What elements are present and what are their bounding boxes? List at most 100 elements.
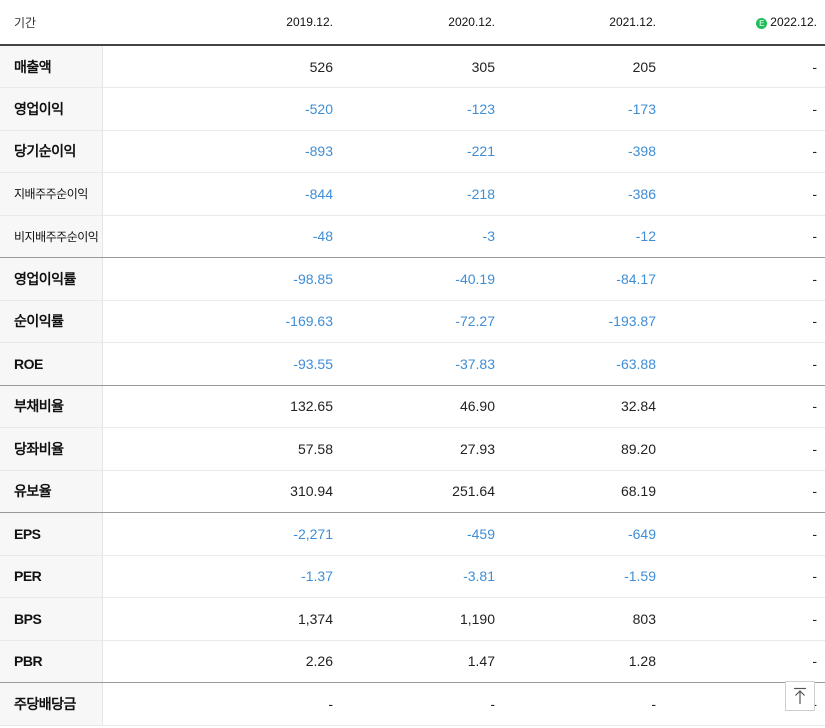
table-row: 유보율 310.94 251.64 68.19- (0, 470, 825, 513)
row-label: EPS (0, 512, 103, 556)
table-cell: 57.58 (102, 427, 341, 471)
estimate-badge-icon: E (756, 18, 768, 29)
table-cell: 46.90 (341, 385, 503, 428)
table-cell: - (341, 682, 503, 726)
table-cell: - (664, 597, 825, 641)
table-cell: -3.81 (341, 555, 503, 598)
table-cell: - (503, 682, 664, 726)
table-cell: -221 (341, 130, 503, 173)
table-cell: 1,374 (102, 597, 341, 641)
table-row: 당좌비율 57.58 27.93 89.20- (0, 427, 825, 471)
table-cell: -48 (102, 215, 341, 258)
table-cell: 310.94 (102, 470, 341, 513)
row-label: 당좌비율 (0, 427, 103, 471)
table-cell: - (664, 172, 825, 216)
row-label: BPS (0, 597, 103, 641)
row-label: 비지배주주순이익 (0, 215, 103, 258)
table-cell: -84.17 (503, 257, 664, 301)
table-cell: - (664, 215, 825, 258)
table-header-row: 기간 2019.12. 2020.12. 2021.12. E 2022.12. (0, 0, 825, 46)
table-row: 영업이익률 -98.85 -40.19 -84.17- (0, 257, 825, 301)
table-cell: 27.93 (341, 427, 503, 471)
table-cell: -844 (102, 172, 341, 216)
table-cell: 305 (341, 45, 503, 88)
table-cell: - (664, 342, 825, 386)
table-cell: -169.63 (102, 300, 341, 343)
row-label: 부채비율 (0, 385, 103, 428)
row-label: 매출액 (0, 45, 103, 88)
table-cell: -218 (341, 172, 503, 216)
table-cell: - (664, 130, 825, 173)
row-label: 당기순이익 (0, 130, 103, 173)
arrow-up-to-line-icon (794, 687, 806, 704)
table-cell: -386 (503, 172, 664, 216)
table-cell: 205 (503, 45, 664, 88)
table-cell: - (664, 427, 825, 471)
table-cell: -173 (503, 87, 664, 131)
table-cell: - (664, 45, 825, 88)
table-row: 부채비율 132.65 46.90 32.84- (0, 385, 825, 428)
table-cell: 526 (102, 45, 341, 88)
table-cell: 1.28 (503, 640, 664, 683)
table-cell: -2,271 (102, 512, 341, 556)
row-label: PBR (0, 640, 103, 683)
table-cell: 68.19 (503, 470, 664, 513)
table-cell: -649 (503, 512, 664, 556)
row-label: 주당배당금 (0, 682, 103, 726)
period-header: 기간 (0, 0, 102, 46)
row-label: PER (0, 555, 103, 598)
year-header: 2020.12. (341, 0, 503, 46)
table-cell: -1.59 (503, 555, 664, 598)
table-cell: -72.27 (341, 300, 503, 343)
year-header: 2019.12. (102, 0, 341, 46)
table-cell: -123 (341, 87, 503, 131)
row-label: 유보율 (0, 470, 103, 513)
table-cell: - (664, 385, 825, 428)
row-label: 영업이익 (0, 87, 103, 131)
table-cell: -459 (341, 512, 503, 556)
table-row: 순이익률 -169.63 -72.27 -193.87- (0, 300, 825, 343)
table-cell: - (664, 512, 825, 556)
table-cell: - (664, 470, 825, 513)
table-row: 당기순이익 -893 -221 -398- (0, 130, 825, 173)
table-cell: -93.55 (102, 342, 341, 386)
year-header-label: 2022.12. (770, 15, 817, 29)
table-row: 지배주주순이익 -844 -218 -386- (0, 172, 825, 216)
table-cell: 1.47 (341, 640, 503, 683)
table-cell: - (664, 640, 825, 683)
table-cell: 2.26 (102, 640, 341, 683)
table-row: EPS -2,271 -459 -649- (0, 512, 825, 556)
table-cell: 251.64 (341, 470, 503, 513)
table-row: ROE -93.55 -37.83 -63.88- (0, 342, 825, 386)
table-cell: 132.65 (102, 385, 341, 428)
scroll-top-button[interactable] (785, 681, 815, 711)
table-cell: -398 (503, 130, 664, 173)
table-cell: - (664, 555, 825, 598)
table-cell: 32.84 (503, 385, 664, 428)
table-cell: - (102, 682, 341, 726)
table-row: BPS 1,374 1,190 803- (0, 597, 825, 641)
table-cell: -893 (102, 130, 341, 173)
row-label: 지배주주순이익 (0, 172, 103, 216)
table-cell: - (664, 87, 825, 131)
table-row: PER -1.37 -3.81 -1.59- (0, 555, 825, 598)
year-header-estimate: E 2022.12. (664, 0, 825, 46)
table-cell: -12 (503, 215, 664, 258)
table-cell: 803 (503, 597, 664, 641)
table-row: 주당배당금---- (0, 682, 825, 726)
table-cell: - (664, 300, 825, 343)
table-cell: -63.88 (503, 342, 664, 386)
table-cell: -37.83 (341, 342, 503, 386)
table-row: 매출액 526 305 205- (0, 45, 825, 88)
table-row: PBR 2.26 1.47 1.28- (0, 640, 825, 683)
table-cell: - (664, 257, 825, 301)
row-label: ROE (0, 342, 103, 386)
table-cell: -193.87 (503, 300, 664, 343)
year-header: 2021.12. (503, 0, 664, 46)
row-label: 순이익률 (0, 300, 103, 343)
row-label: 영업이익률 (0, 257, 103, 301)
table-cell: -520 (102, 87, 341, 131)
table-cell: 1,190 (341, 597, 503, 641)
table-row: 비지배주주순이익 -48 -3 -12- (0, 215, 825, 258)
